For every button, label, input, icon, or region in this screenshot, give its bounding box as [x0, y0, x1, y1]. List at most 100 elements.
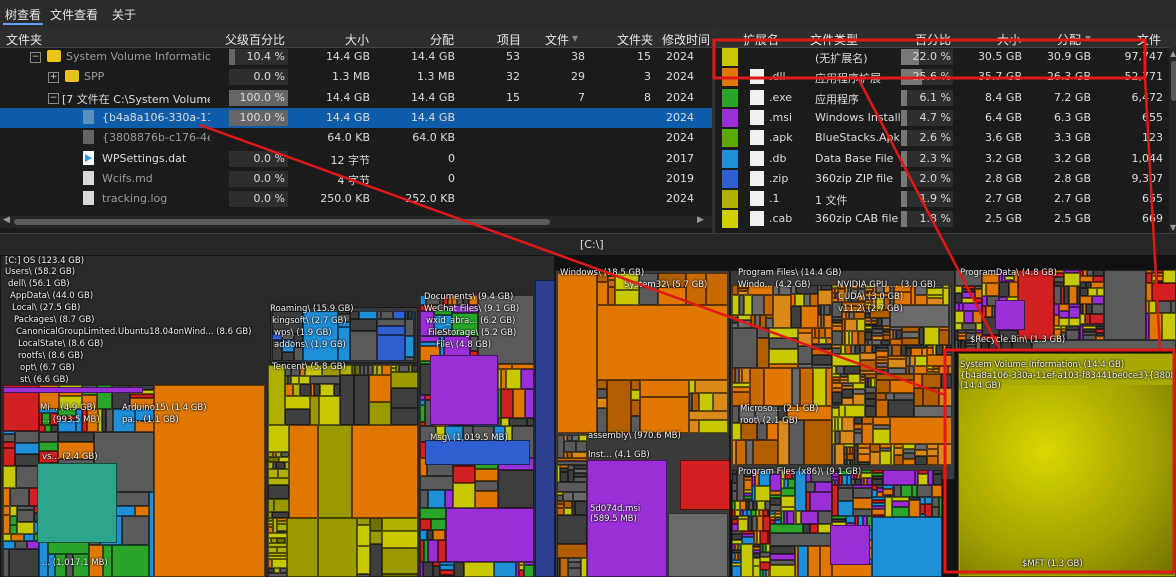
treemap-block[interactable] [699, 420, 728, 433]
treemap-block[interactable] [357, 546, 370, 574]
treemap-block[interactable] [287, 518, 318, 577]
treemap-block[interactable] [748, 516, 752, 531]
treemap-block[interactable] [732, 531, 742, 534]
treemap-block[interactable] [564, 452, 567, 458]
treemap-block[interactable] [98, 409, 102, 432]
col-parent-percent[interactable]: 父级百分比 [225, 33, 286, 47]
treemap-block[interactable] [738, 544, 741, 550]
treemap-block[interactable] [759, 510, 763, 516]
treemap-block[interactable] [420, 540, 424, 562]
treemap-block[interactable] [568, 470, 574, 482]
treemap-block[interactable] [732, 544, 735, 550]
treemap-block[interactable] [870, 444, 880, 452]
treemap-block[interactable] [845, 319, 857, 331]
treemap-block[interactable] [94, 432, 154, 492]
treemap-block[interactable] [838, 417, 842, 431]
treemap-block[interactable] [268, 365, 285, 425]
treemap-block[interactable] [773, 295, 791, 328]
treemap-block[interactable] [914, 406, 952, 417]
treemap-block[interactable] [354, 375, 369, 425]
treemap-block[interactable] [291, 376, 299, 384]
treemap-block[interactable] [760, 557, 770, 562]
treemap-block[interactable] [16, 466, 39, 488]
treemap-block[interactable] [453, 466, 475, 483]
treemap-block[interactable] [770, 560, 795, 565]
treemap-block[interactable] [851, 473, 854, 479]
treemap-block[interactable] [818, 290, 832, 305]
treemap-block[interactable] [933, 474, 942, 485]
treemap-block[interactable] [909, 500, 920, 517]
tree-row[interactable]: − System Volume Information 10.4 % 14.4 GB 1… [0, 47, 712, 67]
treemap-block[interactable] [277, 547, 287, 553]
treemap-block[interactable] [318, 518, 357, 577]
treemap-block[interactable] [757, 531, 760, 544]
treemap-block[interactable] [273, 452, 276, 457]
treemap-block[interactable] [917, 485, 932, 497]
treemap-block[interactable] [753, 566, 760, 577]
treemap-block[interactable] [680, 460, 730, 510]
treemap-block[interactable] [370, 544, 382, 577]
treemap-block[interactable] [847, 454, 854, 460]
treemap-block[interactable] [557, 465, 560, 482]
treemap-block[interactable] [568, 465, 574, 470]
treemap-block[interactable] [894, 393, 914, 400]
treemap-block[interactable] [268, 543, 287, 547]
treemap-block[interactable] [854, 424, 862, 429]
treemap-block[interactable] [357, 525, 370, 546]
treemap-block[interactable] [310, 376, 340, 384]
treemap-block[interactable] [369, 402, 391, 425]
treemap-block[interactable] [927, 449, 938, 456]
treemap-block[interactable] [277, 531, 287, 533]
treemap-block[interactable] [770, 546, 795, 554]
treemap-block[interactable] [775, 517, 781, 520]
treemap-block[interactable] [995, 300, 1025, 330]
treemap-block[interactable] [844, 460, 847, 465]
treemap-block[interactable] [732, 524, 738, 531]
treemap-block[interactable] [268, 521, 273, 524]
treemap-block[interactable] [732, 501, 735, 510]
treemap-block[interactable] [770, 520, 775, 524]
treemap-block[interactable] [424, 540, 428, 562]
extension-row[interactable]: (无扩展名) 22.0 % 30.5 GB 30.9 GB 97,747 [715, 47, 1176, 67]
treemap-block[interactable] [39, 451, 58, 463]
treemap-block[interactable] [17, 522, 34, 534]
treemap-block[interactable] [918, 470, 928, 474]
treemap-block[interactable] [835, 431, 840, 444]
treemap-block[interactable] [414, 311, 416, 361]
treemap-block[interactable] [557, 482, 587, 492]
treemap-block[interactable] [631, 380, 640, 390]
treemap-block[interactable] [760, 552, 770, 557]
extension-row[interactable]: .msi Windows Install 4.7 % 6.4 GB 6.3 GB 655 [715, 108, 1176, 128]
treemap-block[interactable] [276, 462, 285, 469]
treemap-block[interactable] [268, 559, 272, 568]
treemap-block[interactable] [865, 332, 872, 340]
tree-row[interactable]: {3808876b-c176-4e48 64.0 KB 64.0 KB 2024 [0, 128, 712, 148]
treemap-block[interactable] [608, 280, 615, 287]
treemap-block[interactable] [764, 368, 792, 406]
treemap-block[interactable] [440, 565, 454, 570]
treemap-block[interactable] [631, 416, 640, 433]
treemap-block[interactable] [781, 511, 784, 524]
treemap-block[interactable] [851, 479, 855, 485]
treemap-block[interactable] [1086, 304, 1092, 314]
tree-scroll-thumb[interactable] [14, 219, 550, 225]
treemap-block[interactable] [747, 510, 751, 516]
treemap-block[interactable] [932, 507, 939, 517]
treemap-block[interactable] [892, 497, 909, 501]
treemap-block[interactable] [440, 562, 454, 565]
treemap-block[interactable] [381, 311, 393, 319]
treemap-block[interactable] [749, 501, 753, 510]
treemap-block[interactable] [430, 355, 498, 425]
treemap-block[interactable] [27, 541, 39, 549]
treemap-block[interactable] [268, 478, 289, 485]
treemap-block[interactable] [1014, 270, 1018, 282]
treemap-block[interactable] [890, 380, 914, 393]
treemap-block[interactable] [873, 425, 890, 429]
treemap-block[interactable] [82, 395, 97, 409]
treemap-block[interactable] [391, 408, 418, 425]
treemap-block[interactable] [58, 416, 76, 420]
treemap-block[interactable] [280, 568, 287, 573]
treemap-block[interactable] [1083, 326, 1096, 329]
treemap-block[interactable] [810, 294, 818, 306]
treemap-block[interactable] [872, 500, 885, 503]
